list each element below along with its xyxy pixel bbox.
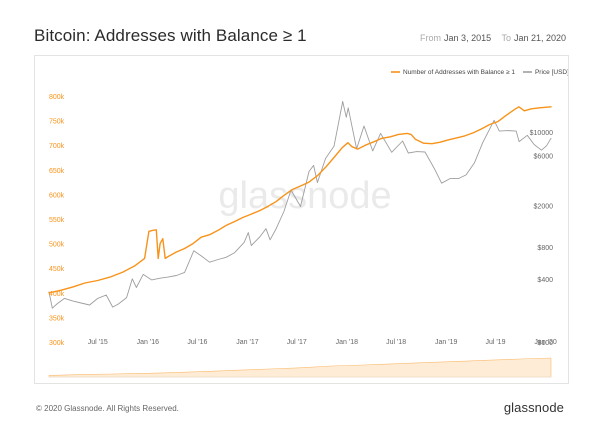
x-tick-label: Jan '17	[236, 339, 258, 346]
glassnode-logo[interactable]: glassnode	[503, 400, 564, 415]
y-right-tick-label: $100	[537, 340, 553, 347]
chart-title: Bitcoin: Addresses with Balance ≥ 1	[34, 26, 307, 45]
legend-label: Price [USD]	[535, 69, 568, 76]
y-left-tick-label: 300k	[49, 340, 65, 347]
x-tick-label: Jul '15	[88, 339, 108, 346]
price-line	[48, 101, 552, 309]
y-left-tick-label: 800k	[49, 94, 65, 101]
y-right-tick-label: $800	[537, 245, 553, 252]
x-tick-label: Jul '17	[287, 339, 307, 346]
to-label: To	[501, 33, 511, 43]
y-left-tick-label: 400k	[49, 291, 65, 298]
x-tick-label: Jan '20	[534, 339, 556, 346]
volume-area-shape	[48, 357, 552, 378]
y-right-tick-label: $10000	[530, 130, 553, 137]
addresses-line	[48, 106, 552, 294]
from-date[interactable]: Jan 3, 2015	[444, 33, 492, 43]
x-tick-label: Jul '19	[485, 339, 505, 346]
y-left-tick-label: 700k	[49, 143, 65, 150]
y-right-tick-label: $2000	[534, 203, 554, 210]
series-lines	[48, 101, 552, 309]
from-label: From	[420, 33, 442, 43]
y-left-tick-label: 350k	[49, 315, 65, 322]
y-left-tick-label: 600k	[49, 192, 65, 199]
x-tick-label: Jan '19	[435, 339, 457, 346]
to-date[interactable]: Jan 21, 2020	[513, 33, 566, 43]
y-left-tick-label: 750k	[49, 119, 65, 126]
date-range[interactable]: From Jan 3, 2015 To Jan 21, 2020	[420, 33, 566, 43]
x-tick-label: Jan '18	[336, 339, 358, 346]
x-tick-label: Jul '16	[187, 339, 207, 346]
legend: Number of Addresses with Balance ≥ 1 Pric…	[391, 69, 569, 76]
chart-panel: glassnode 300k 350k 400k 450k 500k 550k 600k 65…	[34, 55, 569, 384]
y-left-tick-label: 500k	[49, 242, 65, 249]
watermark: glassnode	[218, 175, 391, 217]
copyright: © 2020 Glassnode. All Rights Reserved.	[36, 404, 179, 413]
chart-svg[interactable]: glassnode 300k 350k 400k 450k 500k 550k 600k 65…	[35, 56, 569, 383]
x-tick-label: Jan '16	[137, 339, 159, 346]
y-right-tick-label: $6000	[534, 153, 554, 160]
volume-area	[48, 357, 552, 378]
y-left-tick-label: 450k	[49, 266, 65, 273]
y-left-tick-label: 550k	[49, 217, 65, 224]
legend-label: Number of Addresses with Balance ≥ 1	[403, 69, 515, 76]
y-right-tick-label: $400	[537, 277, 553, 284]
axes: 300k 350k 400k 450k 500k 550k 600k 650k 700k 750k…	[49, 94, 557, 347]
y-left-tick-label: 650k	[49, 168, 65, 175]
x-tick-label: Jul '18	[386, 339, 406, 346]
